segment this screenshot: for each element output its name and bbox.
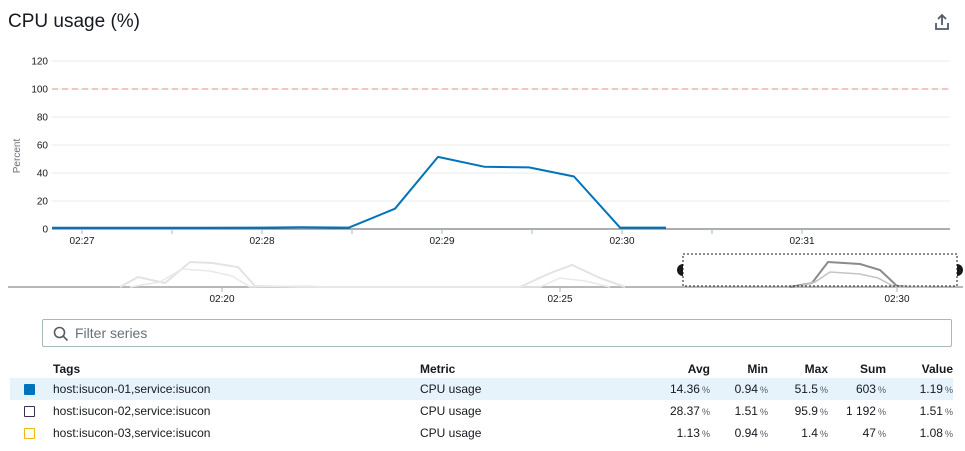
y-tick-label: 40	[37, 169, 49, 180]
unit-label: %	[701, 407, 710, 417]
series-color-checkbox[interactable]	[24, 428, 35, 440]
row-value: 1.51%	[919, 404, 953, 418]
table-row[interactable]: host:isucon-01,service:isucon CPU usage 14…	[10, 378, 953, 400]
unit-label: %	[759, 429, 768, 439]
unit-label: %	[701, 385, 710, 395]
row-metric: CPU usage	[420, 426, 482, 440]
row-sum: 603%	[828, 378, 886, 400]
x-tick-label: 02:27	[69, 236, 94, 247]
row-tags: host:isucon-03,service:isucon	[53, 426, 211, 440]
header-select	[10, 360, 53, 378]
unit-label: %	[944, 429, 953, 439]
unit-label: %	[759, 407, 768, 417]
widget-title: CPU usage (%)	[8, 11, 140, 32]
navigator-handle-left[interactable]	[677, 264, 683, 276]
row-metric: CPU usage	[420, 404, 482, 418]
navigator-tick-label: 02:20	[209, 294, 234, 305]
x-tick-label: 02:28	[249, 236, 274, 247]
unit-label: %	[759, 385, 768, 395]
unit-label: %	[819, 407, 828, 417]
x-tick-label: 02:31	[789, 236, 814, 247]
row-metric: CPU usage	[420, 378, 610, 400]
search-icon	[53, 326, 69, 342]
row-value: 1.08%	[919, 426, 953, 440]
unit-label: %	[877, 407, 886, 417]
y-axis-title: Percent	[12, 139, 23, 174]
navigator-series-a	[119, 260, 626, 288]
unit-label: %	[877, 385, 886, 395]
navigator-selection[interactable]	[682, 253, 958, 287]
row-max: 95.9%	[794, 404, 828, 418]
main-chart: 0 20 40 60 80 100 120 Percent 02:27 02:28 02:29 0…	[12, 57, 950, 247]
row-value: 1.19%	[886, 378, 953, 400]
y-tick-label: 20	[37, 197, 49, 208]
table-row[interactable]: host:isucon-03,service:isucon CPU usage 1.…	[10, 422, 953, 444]
series-color-checkbox[interactable]	[24, 406, 35, 418]
y-tick-label: 80	[37, 113, 49, 124]
unit-label: %	[944, 385, 953, 395]
header-value[interactable]: Value	[921, 362, 953, 376]
filter-series-field[interactable]	[42, 319, 952, 347]
y-tick-label: 60	[37, 141, 49, 152]
unit-label: %	[944, 407, 953, 417]
y-tick-label: 120	[31, 57, 48, 68]
y-tick-label: 0	[42, 225, 48, 236]
navigator-series-b	[129, 268, 611, 288]
row-tags: host:isucon-01,service:isucon	[53, 378, 420, 400]
series-table: Tags Metric Avg Min Max Sum Value host:i…	[10, 360, 953, 444]
navigator-tick-label: 02:30	[884, 294, 909, 305]
row-min: 0.94%	[710, 378, 768, 400]
unit-label: %	[819, 385, 828, 395]
header-max[interactable]: Max	[804, 362, 828, 376]
series-line-1[interactable]	[52, 155, 666, 229]
header-metric[interactable]: Metric	[420, 362, 456, 376]
row-avg: 14.36%	[610, 378, 710, 400]
header-min[interactable]: Min	[747, 362, 768, 376]
x-tick-label: 02:30	[609, 236, 634, 247]
row-min: 1.51%	[734, 404, 768, 418]
unit-label: %	[877, 429, 886, 439]
header-sum[interactable]: Sum	[859, 362, 886, 376]
row-max: 1.4%	[801, 426, 828, 440]
navigator-series-d	[794, 271, 930, 288]
navigator-tick-label: 02:25	[547, 294, 572, 305]
row-tags: host:isucon-02,service:isucon	[53, 404, 211, 418]
row-max: 51.5%	[768, 378, 828, 400]
row-sum: 1 192%	[845, 404, 886, 418]
series-color-checkbox[interactable]	[24, 384, 35, 396]
x-tick-label: 02:29	[429, 236, 454, 247]
header-tags[interactable]: Tags	[53, 362, 81, 376]
table-row[interactable]: host:isucon-02,service:isucon CPU usage 28…	[10, 400, 953, 422]
unit-label: %	[701, 429, 710, 439]
row-min: 0.94%	[734, 426, 768, 440]
export-icon[interactable]	[932, 12, 952, 32]
table-header: Tags Metric Avg Min Max Sum Value	[10, 360, 953, 378]
header-avg[interactable]: Avg	[687, 362, 710, 376]
unit-label: %	[819, 429, 828, 439]
row-avg: 1.13%	[676, 426, 710, 440]
filter-series-input[interactable]	[75, 320, 935, 346]
y-tick-label: 100	[31, 85, 48, 96]
navigator-chart[interactable]: 02:20 02:25 02:30	[0, 248, 965, 312]
row-sum: 47%	[862, 426, 886, 440]
navigator-handle-right[interactable]	[957, 264, 963, 276]
row-avg: 28.37%	[669, 404, 710, 418]
